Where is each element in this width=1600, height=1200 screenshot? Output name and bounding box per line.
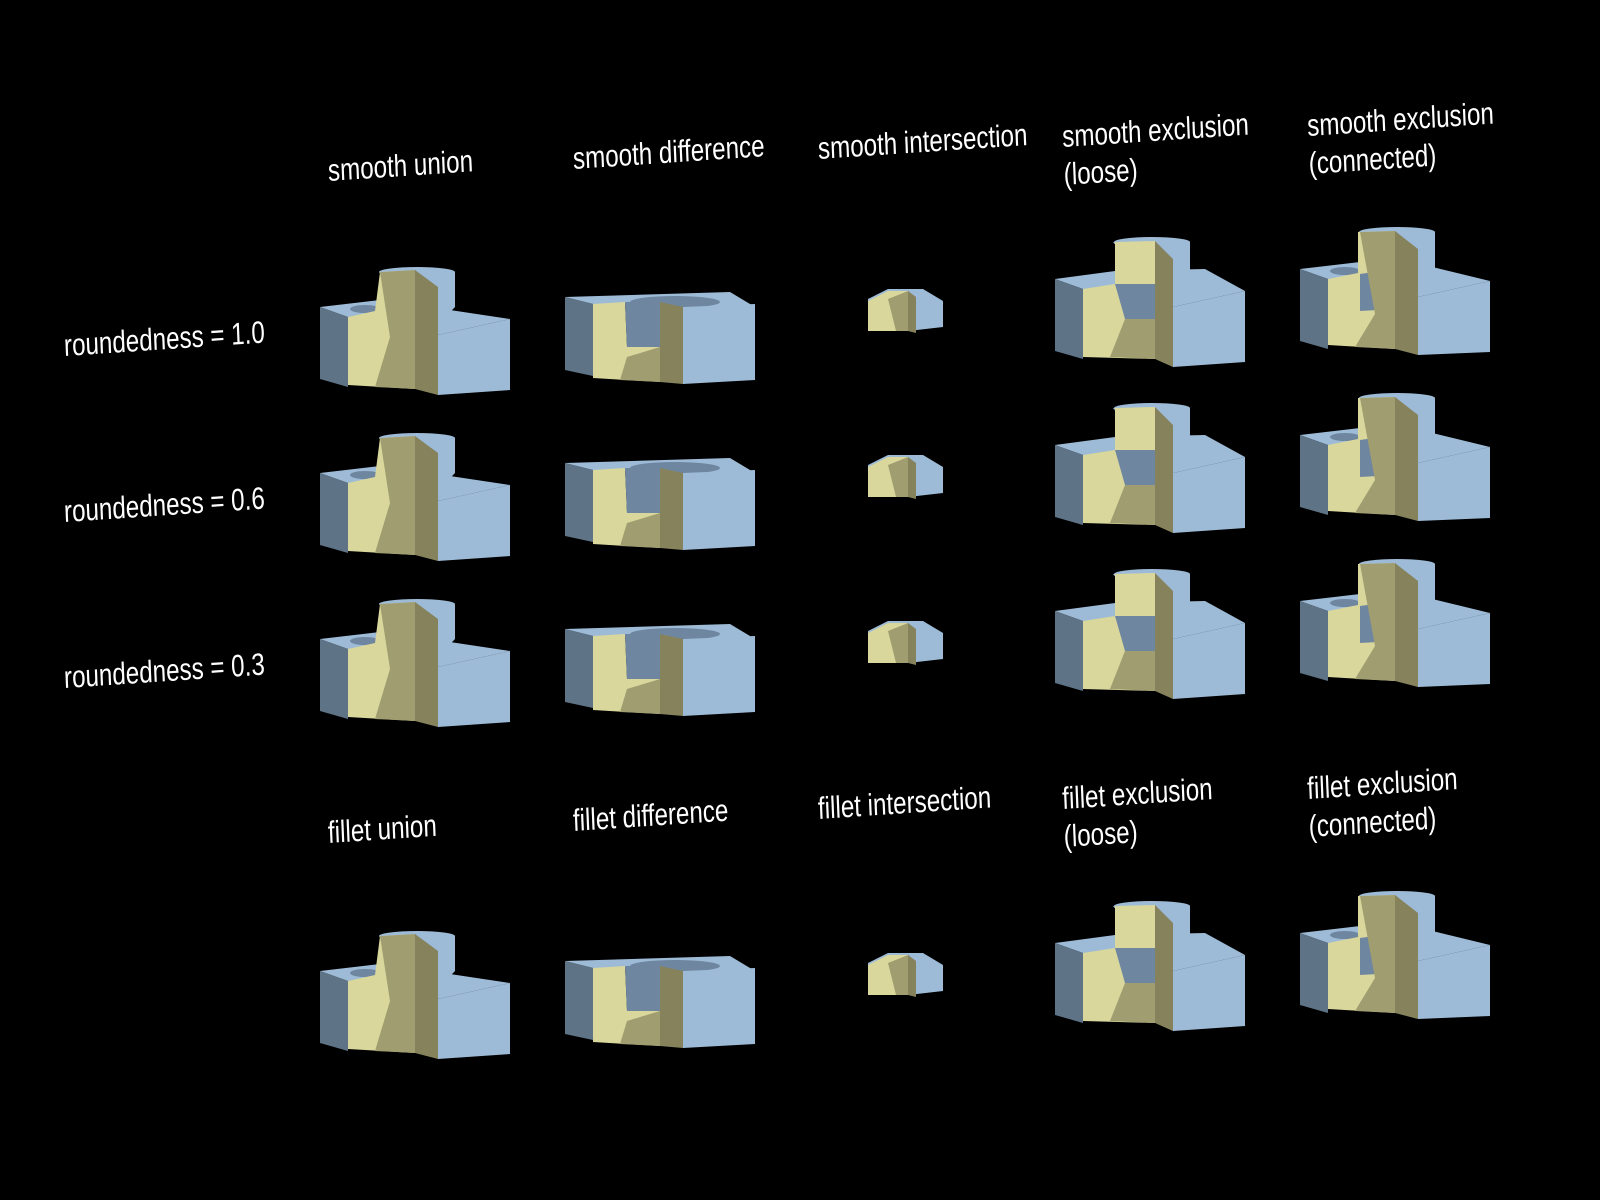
shape-exclLoose-row-2 [1055, 403, 1245, 533]
shape-exclLoose-row-3 [1055, 569, 1245, 699]
shape-intersection-row-1 [868, 289, 943, 333]
shape-exclLoose-row-4 [1055, 901, 1245, 1031]
shape-intersection-row-4 [868, 953, 943, 997]
shape-intersection-row-3 [868, 621, 943, 665]
shape-exclConn-row-1 [1300, 227, 1490, 355]
shape-union-row-4 [320, 931, 510, 1059]
shape-exclLoose-row-1 [1055, 237, 1245, 367]
header-fillet-exclusion-loose: fillet exclusion (loose) [1061, 770, 1214, 854]
header-smooth-exclusion-loose: smooth exclusion (loose) [1061, 106, 1250, 192]
header-fillet-union: fillet union [327, 807, 438, 850]
shape-intersection-row-2 [868, 455, 943, 499]
shape-exclConn-row-2 [1300, 393, 1490, 521]
shape-union-row-1 [320, 267, 510, 395]
shape-union-row-2 [320, 433, 510, 561]
shape-difference-row-4 [565, 956, 755, 1048]
header-fillet-exclusion-connected: fillet exclusion (connected) [1306, 760, 1459, 844]
shape-difference-row-1 [565, 292, 755, 384]
header-smooth-exclusion-connected: smooth exclusion (connected) [1306, 95, 1495, 181]
shape-union-row-3 [320, 599, 510, 727]
shape-exclConn-row-3 [1300, 559, 1490, 687]
shape-difference-row-3 [565, 624, 755, 716]
shape-difference-row-2 [565, 458, 755, 550]
shape-exclConn-row-4 [1300, 891, 1490, 1019]
